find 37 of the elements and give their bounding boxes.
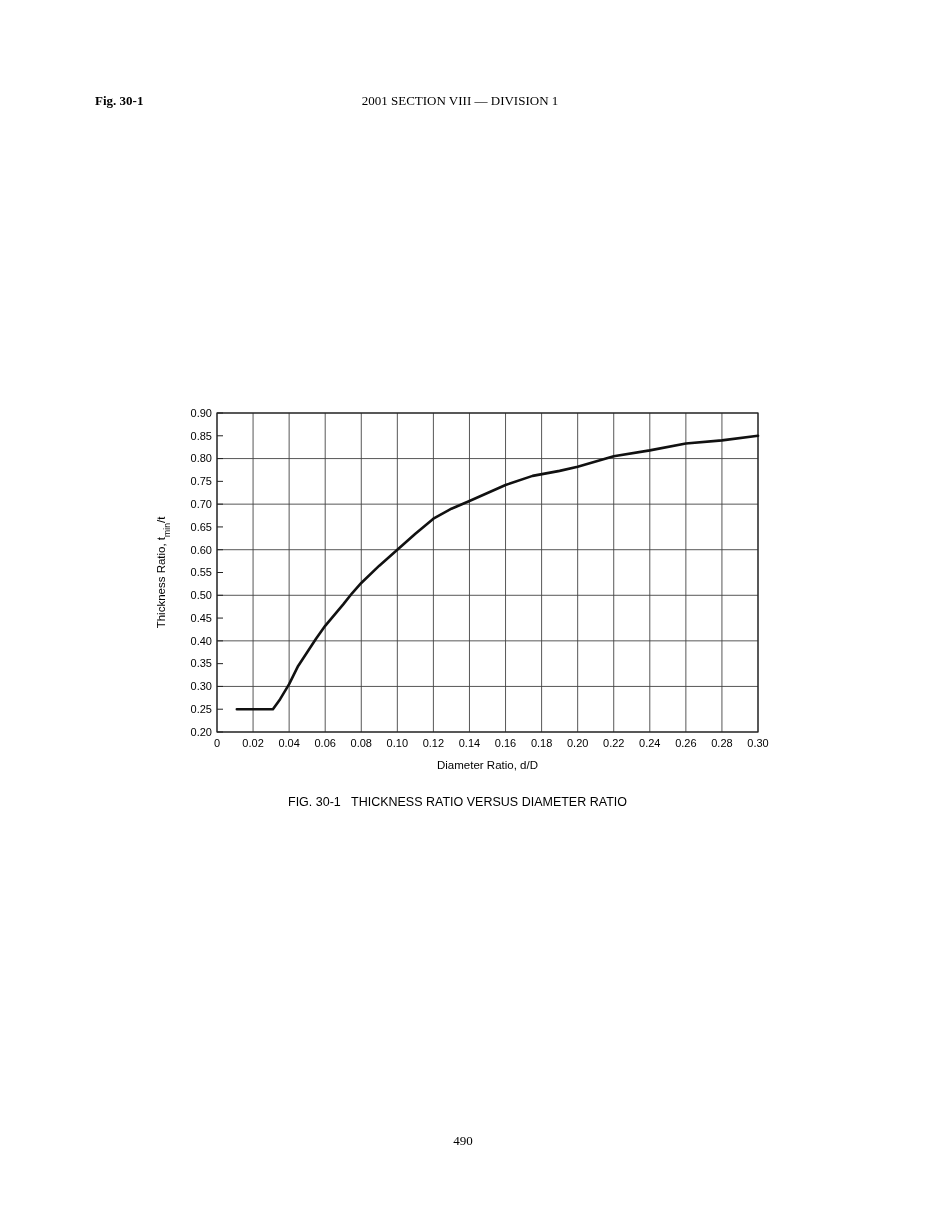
y-tick-label: 0.30 (190, 680, 212, 693)
x-tick-label: 0.18 (530, 737, 553, 749)
line-series (235, 434, 760, 711)
x-tick-label: 0.26 (675, 737, 697, 749)
caption: Fig. 30-1 (95, 93, 144, 108)
x-tick-label: 0.04 (278, 737, 300, 749)
x-tick-label: 0.16 (494, 737, 517, 749)
x-axis-title: Diameter Ratio, d/D (437, 759, 538, 771)
y-tick-label: 0.45 (190, 611, 212, 624)
x-tick-label: 0.12 (422, 737, 445, 749)
x-tick-label: 0.20 (566, 737, 589, 749)
y-tick-label: 0.80 (190, 452, 212, 465)
y-tick-label: 0.55 (190, 566, 212, 579)
y-tick-label: 0.90 (190, 406, 212, 419)
text: 490 (453, 1133, 473, 1148)
y-tick-label: 0.50 (190, 589, 212, 602)
x-tick-label: 0 (213, 737, 221, 749)
y-tick-label: 0.40 (190, 634, 212, 647)
x-tick-label: 0.22 (603, 737, 625, 749)
y-tick-label: 0.20 (190, 725, 212, 738)
x-tick-label: 0.08 (350, 737, 372, 749)
y-tick-label: 0.65 (190, 520, 212, 533)
y-tick-label: 0.25 (190, 703, 212, 716)
y-tick-label: 0.70 (190, 497, 212, 510)
y-tick-label: 0.35 (190, 657, 212, 670)
x-tick-label: 0.02 (242, 737, 264, 749)
x-tick-label: 0.10 (386, 737, 409, 749)
text: FIG. 30-1 THICKNESS RATIO VERSUS DIAMETER RATIO (288, 795, 628, 809)
x-tick-label: 0.06 (314, 737, 336, 749)
x-tick-label: 0.30 (747, 737, 769, 749)
y-tick-label: 0.60 (190, 543, 212, 556)
x-tick-label: 0.24 (639, 737, 661, 749)
text: 2001 SECTION VIII — DIVISION 1 (361, 93, 559, 108)
y-tick-label: 0.85 (190, 429, 212, 442)
y-tick-label: 0.75 (190, 475, 212, 488)
x-tick-label: 0.28 (711, 737, 733, 749)
x-tick-label: 0.14 (458, 737, 481, 749)
